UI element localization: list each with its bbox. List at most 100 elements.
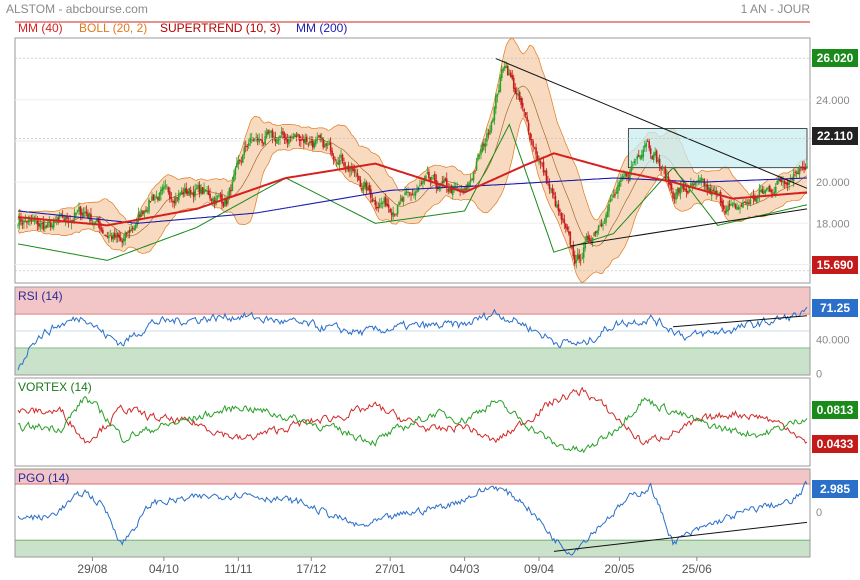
candle-body-378 — [579, 259, 582, 261]
candle-body-37 — [72, 220, 74, 222]
x-tick-label-6: 09/04 — [524, 562, 554, 576]
candle-body-270 — [419, 184, 421, 187]
candle-body-150 — [240, 161, 243, 163]
candle-body-47 — [87, 213, 89, 219]
candle-body-170 — [270, 130, 272, 133]
candle-body-214 — [335, 162, 338, 163]
candle-body-360 — [553, 192, 555, 196]
candle-body-512 — [779, 179, 782, 182]
candle-body-19 — [45, 225, 48, 228]
candle-body-328 — [505, 66, 508, 68]
candle-body-1 — [18, 217, 21, 225]
candle-body-164 — [261, 139, 263, 144]
candle-body-516 — [785, 182, 787, 185]
candle-body-165 — [262, 142, 265, 144]
candle-body-390 — [597, 226, 600, 231]
legend-supertrend: SUPERTREND (10, 3) — [160, 21, 281, 35]
candle-body-31 — [63, 218, 65, 221]
candle-body-375 — [575, 260, 578, 263]
candle-body-371 — [569, 231, 572, 245]
candle-body-44 — [82, 212, 85, 218]
candle-body-203 — [319, 135, 322, 139]
candle-body-438 — [669, 182, 671, 186]
candle-body-169 — [268, 132, 271, 133]
candle-body-299 — [462, 189, 464, 191]
candle-body-41 — [78, 207, 80, 211]
candle-body-125 — [203, 188, 205, 194]
candle-body-255 — [396, 206, 399, 215]
candle-body-416 — [636, 155, 639, 159]
candle-body-318 — [490, 122, 493, 132]
candle-body-33 — [66, 216, 68, 219]
candle-body-424 — [648, 141, 650, 149]
candle-body-139 — [224, 199, 226, 207]
candle-body-172 — [273, 136, 275, 138]
candle-body-456 — [696, 180, 698, 182]
candle-body-362 — [556, 204, 558, 208]
candle-body-434 — [663, 167, 665, 169]
candle-body-72 — [124, 232, 126, 241]
candle-body-46 — [85, 211, 88, 214]
candle-body-479 — [730, 204, 732, 206]
candle-body-336 — [517, 93, 519, 96]
candle-body-258 — [401, 197, 403, 202]
candle-body-2 — [20, 217, 22, 222]
candle-body-99 — [164, 185, 167, 187]
candle-body-121 — [197, 184, 199, 189]
candle-body-71 — [122, 238, 125, 242]
candle-body-185 — [292, 136, 295, 139]
candle-body-275 — [426, 172, 429, 174]
candle-body-478 — [728, 203, 731, 207]
candle-body-142 — [228, 188, 231, 199]
candle-body-252 — [392, 211, 394, 217]
pgo-tick-0: 0 — [816, 507, 822, 519]
candle-body-40 — [76, 210, 79, 212]
candle-body-447 — [682, 185, 685, 190]
candle-body-187 — [295, 135, 298, 138]
candle-body-60 — [106, 235, 109, 238]
vortex-plus-line — [17, 395, 808, 454]
candle-body-399 — [611, 198, 613, 200]
candle-body-116 — [189, 189, 192, 194]
candle-body-163 — [259, 138, 262, 140]
candle-body-17 — [42, 222, 45, 230]
candle-body-397 — [608, 203, 610, 212]
pgo-high-zone — [15, 469, 810, 485]
candle-body-409 — [626, 172, 628, 177]
candle-body-309 — [477, 154, 479, 160]
candle-body-446 — [681, 185, 683, 188]
candle-body-325 — [501, 69, 503, 78]
candle-body-151 — [241, 154, 244, 163]
candle-body-292 — [451, 187, 454, 196]
candle-body-495 — [754, 197, 756, 201]
candle-body-372 — [570, 246, 573, 248]
rsi-line — [17, 306, 808, 371]
candle-body-480 — [731, 203, 734, 206]
candle-body-199 — [313, 142, 316, 148]
candle-body-16 — [41, 222, 43, 224]
candle-body-193 — [304, 138, 307, 144]
candle-body-486 — [740, 205, 743, 207]
candle-body-207 — [325, 143, 327, 146]
candle-body-251 — [390, 212, 393, 215]
candle-body-432 — [660, 166, 662, 170]
candle-body-221 — [346, 166, 348, 168]
candle-body-233 — [364, 181, 366, 188]
candle-body-443 — [676, 189, 679, 195]
candle-body-257 — [399, 199, 402, 201]
candle-body-464 — [707, 187, 710, 191]
candle-body-285 — [441, 181, 444, 183]
supertrend-line — [17, 123, 808, 261]
candle-body-166 — [264, 136, 266, 145]
candle-body-307 — [474, 171, 476, 173]
candle-body-353 — [542, 161, 545, 173]
candle-body-211 — [331, 150, 333, 156]
candle-body-265 — [411, 194, 414, 196]
candle-body-154 — [246, 146, 249, 147]
candle-body-313 — [483, 143, 485, 146]
candle-body-69 — [119, 237, 122, 241]
candle-body-88 — [148, 199, 150, 212]
candle-body-146 — [234, 168, 237, 176]
candle-body-457 — [697, 179, 700, 183]
candle-body-39 — [75, 212, 77, 215]
